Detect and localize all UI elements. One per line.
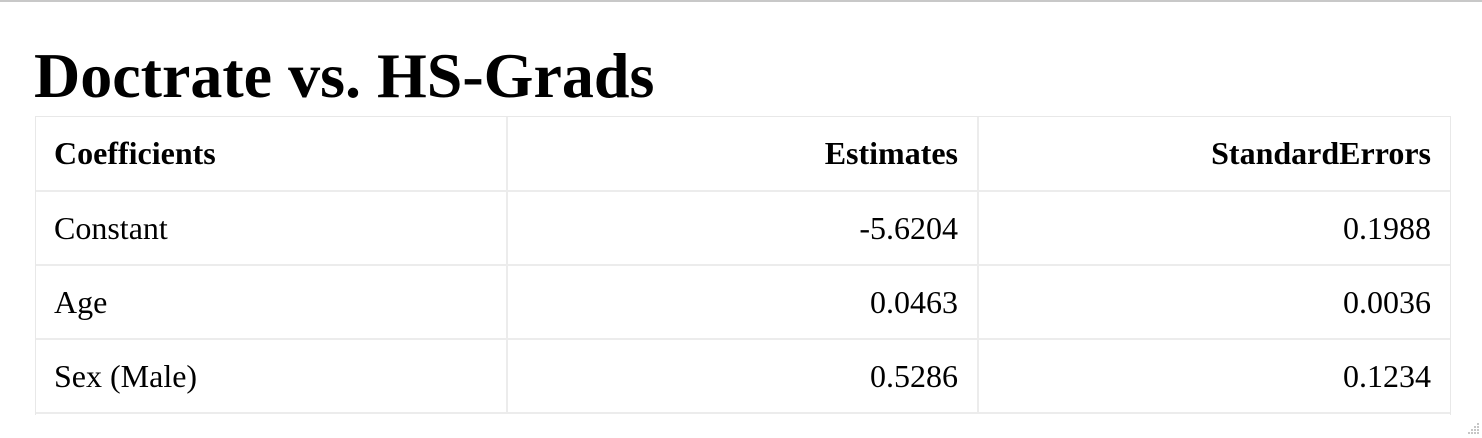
coefficient-cell: Age [36, 265, 508, 340]
coefficients-table: Coefficients Estimates StandardErrors Co… [36, 117, 1450, 414]
coefficient-cell: Sex (Male) [36, 339, 508, 414]
resize-grip-icon[interactable] [1464, 420, 1480, 436]
column-header-estimates: Estimates [507, 117, 979, 192]
standard-error-cell: 0.1988 [978, 191, 1450, 266]
table-row: Constant -5.6204 0.1988 [36, 191, 1450, 266]
table-header-row: Coefficients Estimates StandardErrors [36, 117, 1450, 192]
estimate-cell: 0.5286 [507, 339, 979, 414]
table-row: Age 0.0463 0.0036 [36, 265, 1450, 340]
coefficients-table-container[interactable]: Coefficients Estimates StandardErrors Co… [35, 116, 1451, 415]
estimate-cell: -5.6204 [507, 191, 979, 266]
standard-error-cell: 0.1234 [978, 339, 1450, 414]
column-header-coefficients: Coefficients [36, 117, 508, 192]
page-title: Doctrate vs. HS-Grads [34, 40, 655, 111]
standard-error-cell: 0.0036 [978, 265, 1450, 340]
estimate-cell: 0.0463 [507, 265, 979, 340]
window-top-border [0, 0, 1482, 2]
column-header-standard-errors: StandardErrors [978, 117, 1450, 192]
coefficient-cell: Constant [36, 191, 508, 266]
table-row: Sex (Male) 0.5286 0.1234 [36, 339, 1450, 414]
